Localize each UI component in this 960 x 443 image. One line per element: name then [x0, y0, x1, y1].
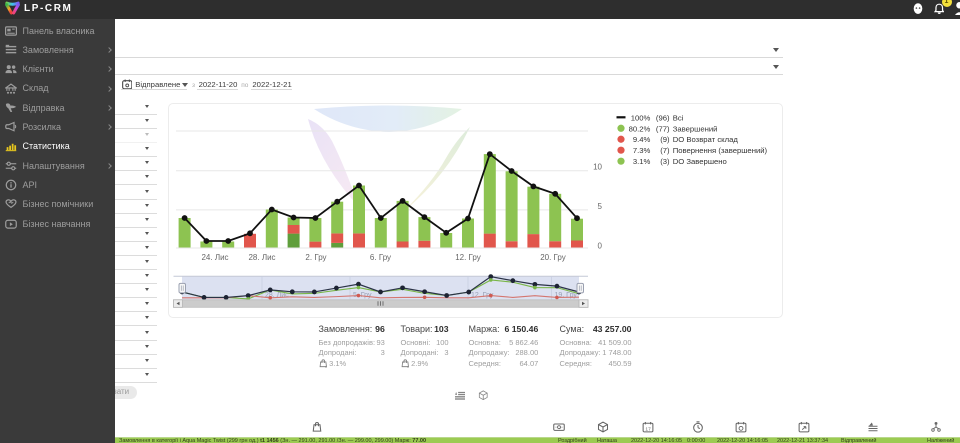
svg-text:100%: 100%	[631, 113, 651, 122]
svg-text:x: x	[325, 365, 327, 368]
svg-text:24. Лис: 24. Лис	[201, 253, 228, 262]
svg-text:(7): (7)	[660, 146, 670, 155]
svg-text:20. Гру: 20. Гру	[540, 253, 566, 262]
svg-text:7.3%: 7.3%	[633, 146, 651, 155]
svg-text:Повернення (завершений): Повернення (завершений)	[673, 146, 768, 155]
svg-text:10: 10	[593, 163, 602, 172]
svg-text:19. Гру: 19. Гру	[555, 292, 578, 299]
svg-text:12. Гру: 12. Гру	[455, 253, 481, 262]
svg-text:28. Лис: 28. Лис	[248, 253, 275, 262]
svg-text:80.2%: 80.2%	[629, 124, 651, 133]
svg-text:28. Лис: 28. Лис	[265, 292, 289, 299]
svg-text:9.4%: 9.4%	[633, 135, 651, 144]
svg-text:2. Гру: 2. Гру	[305, 253, 326, 262]
svg-text:Завершений: Завершений	[673, 124, 718, 133]
svg-text:12. Гру: 12. Гру	[471, 292, 494, 299]
svg-text:Всі: Всі	[673, 113, 684, 122]
svg-text:6. Гру: 6. Гру	[370, 253, 391, 262]
svg-text:(96): (96)	[656, 113, 670, 122]
svg-text:0: 0	[598, 242, 603, 251]
svg-text:3.1%: 3.1%	[633, 157, 651, 166]
svg-text:17: 17	[645, 426, 651, 432]
svg-text:DO Завершено: DO Завершено	[673, 157, 727, 166]
svg-text:5: 5	[598, 202, 603, 211]
svg-text:(77): (77)	[656, 124, 670, 133]
svg-text:DO Возврат склад: DO Возврат склад	[673, 135, 739, 144]
svg-text:x: x	[407, 365, 409, 368]
svg-text:(9): (9)	[660, 135, 670, 144]
svg-text:(3): (3)	[660, 157, 670, 166]
